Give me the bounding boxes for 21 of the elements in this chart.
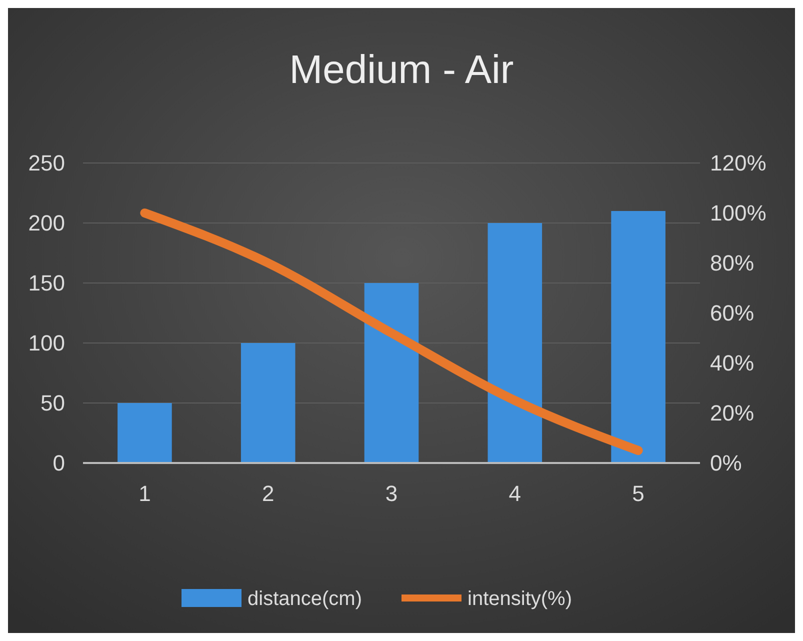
y-tick-label: 200 <box>28 210 65 236</box>
y-tick-label: 250 <box>28 150 65 176</box>
y-tick-label: 150 <box>28 270 65 296</box>
x-tick-label: 4 <box>508 481 522 506</box>
legend-label: intensity(%) <box>468 588 572 610</box>
y-tick-label: 100 <box>28 330 65 356</box>
x-tick-label: 1 <box>138 481 151 506</box>
x-tick-label: 2 <box>262 481 274 506</box>
y-tick-label: 50 <box>40 390 65 416</box>
y2-tick-label: 20% <box>710 400 754 426</box>
y2-tick-label: 60% <box>710 300 754 326</box>
x-tick-label: 3 <box>385 481 398 506</box>
legend-label: distance(cm) <box>248 588 362 610</box>
x-tick-label: 5 <box>632 481 644 506</box>
chart-title: Medium - Air <box>289 48 514 92</box>
y2-tick-label: 40% <box>710 350 754 376</box>
y2-tick-label: 0% <box>710 450 742 476</box>
y-tick-label: 0 <box>52 450 65 476</box>
y2-tick-label: 80% <box>710 250 754 276</box>
y2-tick-label: 120% <box>710 150 766 176</box>
y2-tick-label: 100% <box>710 200 766 226</box>
